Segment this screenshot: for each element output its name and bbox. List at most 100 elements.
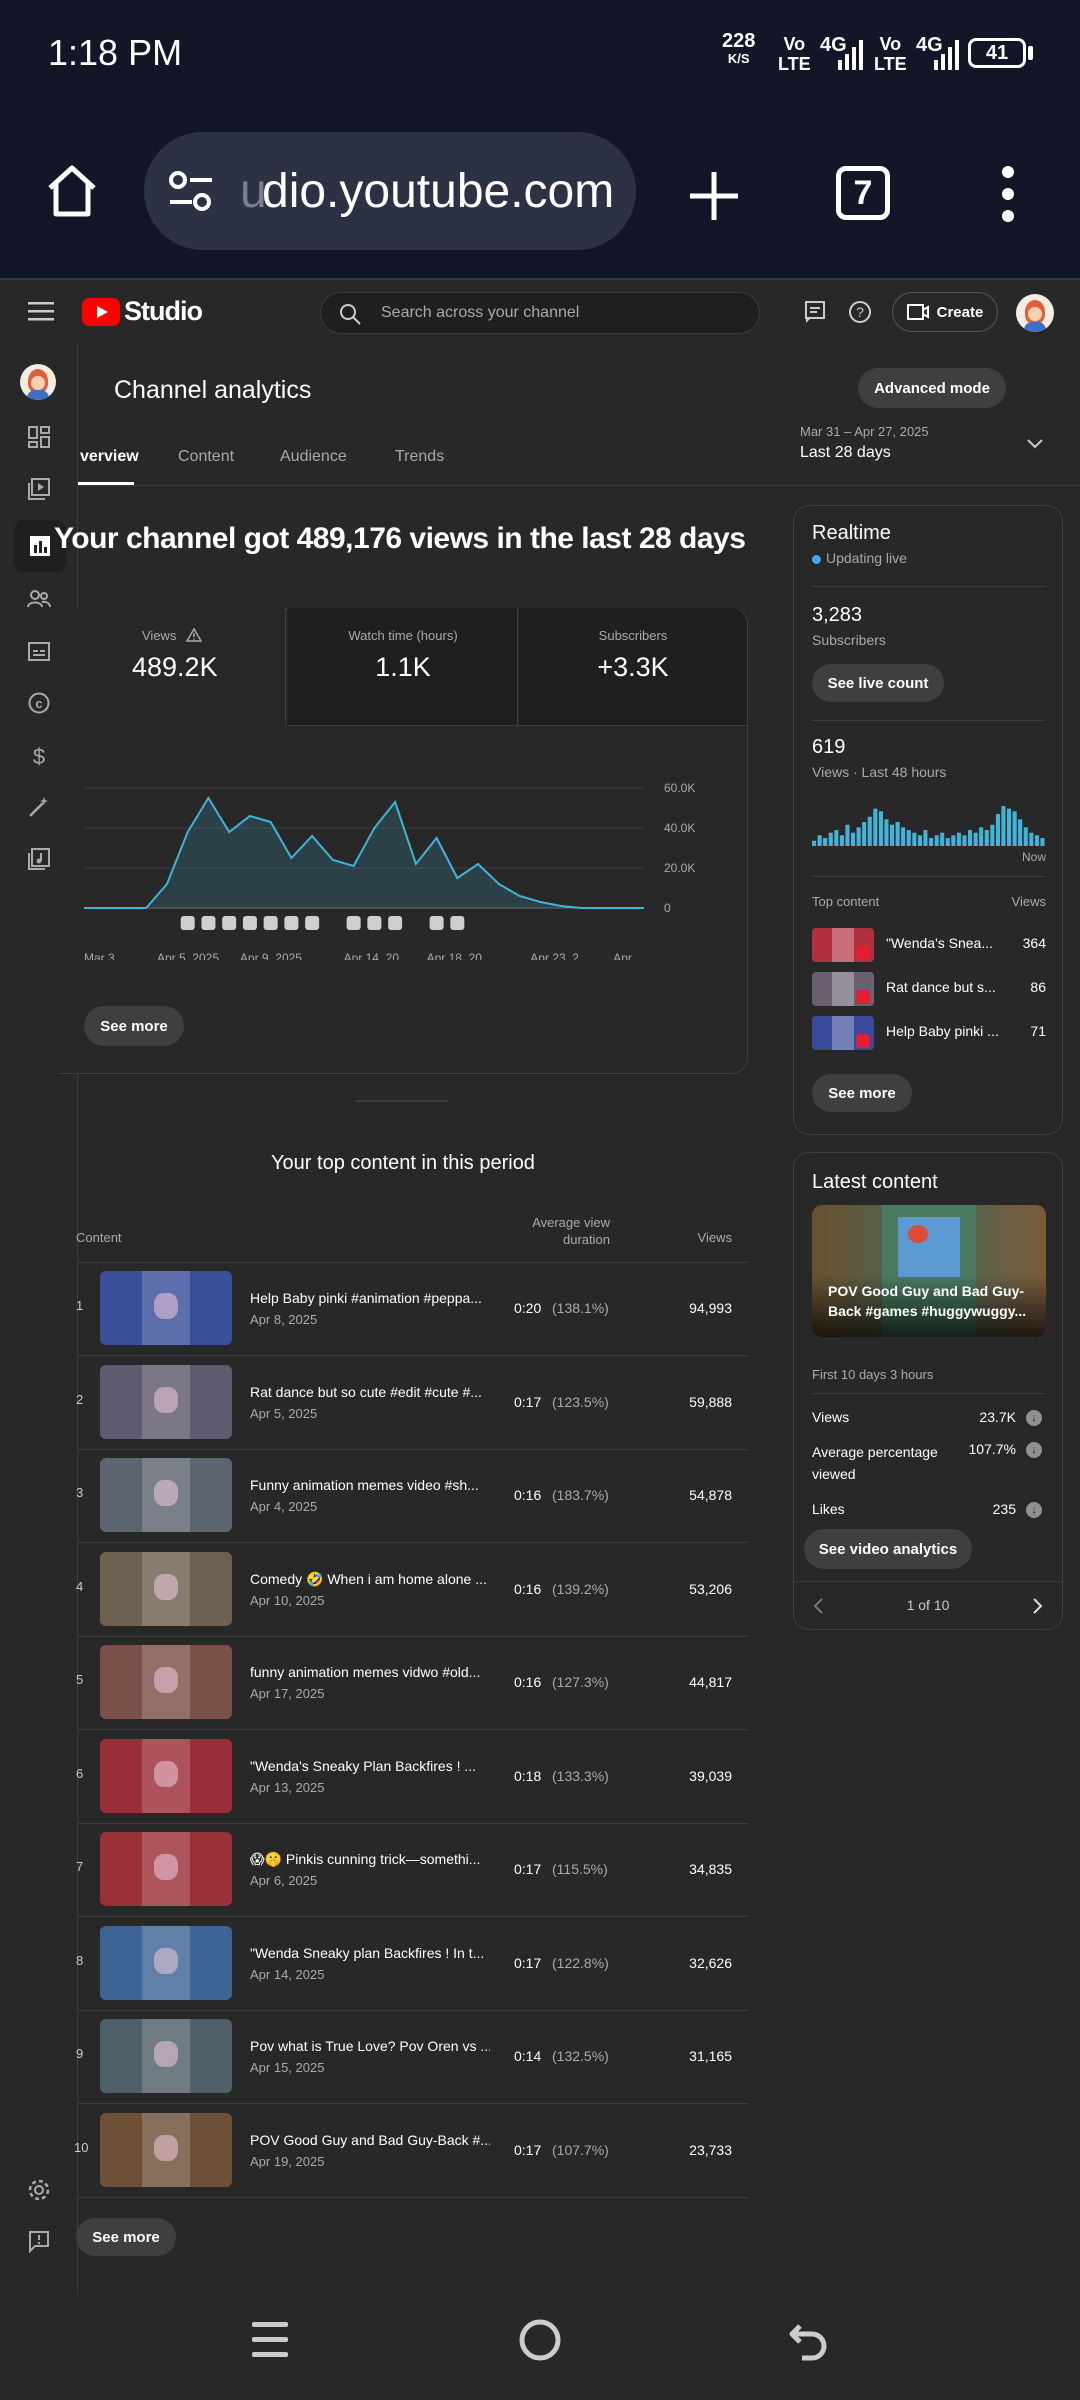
upload-marker-icon[interactable] — [222, 916, 237, 930]
table-row[interactable]: 8 "Wenda Sneaky plan Backfires ! In t...… — [76, 1917, 748, 2010]
video-title[interactable]: "Wenda's Sneaky Plan Backfires ! ... — [250, 1757, 477, 1774]
studio-logo[interactable]: Studio — [82, 296, 203, 327]
video-views: 39,039 — [689, 1767, 732, 1784]
hamburger-menu-icon[interactable] — [28, 302, 54, 322]
video-thumbnail[interactable] — [100, 2112, 232, 2187]
upload-marker-icon[interactable] — [367, 916, 382, 930]
realtime-top-item[interactable]: "Wenda's Snea... 364 — [812, 926, 1046, 962]
chevron-left-icon[interactable] — [812, 1597, 824, 1615]
see-video-analytics-button[interactable]: See video analytics — [804, 1529, 972, 1569]
upload-marker-icon[interactable] — [263, 916, 278, 930]
top-content-see-more-button[interactable]: See more — [76, 2218, 176, 2256]
video-thumbnail[interactable] — [100, 1458, 232, 1532]
table-row[interactable]: 5 funny animation memes vidwo #old... Ap… — [76, 1636, 748, 1729]
video-thumbnail[interactable] — [100, 1271, 232, 1345]
search-box[interactable]: Search across your channel — [320, 292, 760, 334]
latest-thumbnail[interactable]: POV Good Guy and Bad Guy-Back #games #hu… — [812, 1205, 1046, 1337]
community-icon[interactable] — [27, 588, 51, 610]
settings-icon[interactable] — [27, 2178, 51, 2202]
create-button[interactable]: Create — [892, 292, 998, 332]
table-row[interactable]: 10 POV Good Guy and Bad Guy-Back #... Ap… — [74, 2104, 748, 2197]
upload-marker-icon[interactable] — [305, 916, 320, 930]
home-icon[interactable] — [42, 160, 102, 220]
upload-marker-icon[interactable] — [450, 916, 465, 930]
video-thumbnail[interactable] — [100, 1364, 232, 1439]
realtime-see-more-button[interactable]: See more — [812, 1074, 912, 1112]
copyright-icon[interactable]: c — [28, 692, 50, 714]
chart-see-more-button[interactable]: See more — [84, 1006, 184, 1046]
video-thumbnail[interactable] — [100, 2019, 232, 2093]
feedback-icon[interactable] — [804, 300, 828, 324]
advanced-mode-button[interactable]: Advanced mode — [858, 368, 1006, 408]
video-thumbnail[interactable] — [100, 1832, 232, 1906]
table-row[interactable]: 1 Help Baby pinki #animation #peppa... A… — [76, 1262, 748, 1355]
table-row[interactable]: 6 "Wenda's Sneaky Plan Backfires ! ... A… — [76, 1730, 748, 1823]
table-row[interactable]: 2 Rat dance but so cute #edit #cute #...… — [76, 1356, 748, 1449]
tab-audience[interactable]: Audience — [280, 448, 347, 465]
help-icon[interactable]: ? — [848, 300, 872, 324]
video-thumbnail[interactable] — [100, 1738, 232, 1813]
video-title[interactable]: Help Baby pinki #animation #peppa... — [250, 1290, 482, 1306]
video-title[interactable]: 😱🤫 Pinkis cunning trick—somethi... — [250, 1851, 481, 1867]
table-row[interactable]: 7 😱🤫 Pinkis cunning trick—somethi... Apr… — [76, 1823, 748, 1916]
address-bar[interactable]: u dio.youtube.com — [144, 132, 636, 250]
table-row[interactable]: 3 Funny animation memes video #sh... Apr… — [76, 1449, 748, 1542]
realtime-top-item[interactable]: Help Baby pinki ... 71 — [812, 1014, 1046, 1050]
upload-marker-icon[interactable] — [388, 916, 403, 930]
video-title[interactable]: POV Good Guy and Bad Guy-Back #... — [250, 2131, 490, 2148]
table-row[interactable]: 4 Comedy 🤣 When i am home alone ... Apr … — [76, 1543, 748, 1636]
metric-tab-views[interactable]: Views 489.2K — [58, 608, 286, 726]
new-tab-icon[interactable] — [688, 170, 740, 222]
svg-text:$: $ — [33, 744, 45, 768]
upload-marker-icon[interactable] — [180, 916, 195, 930]
item-views: 71 — [1030, 1023, 1046, 1039]
upload-marker-icon[interactable] — [201, 916, 216, 930]
see-live-count-button[interactable]: See live count — [812, 664, 944, 702]
back-icon[interactable] — [786, 2318, 830, 2362]
realtime-top-item[interactable]: Rat dance but s... 86 — [812, 970, 1046, 1006]
tab-trends[interactable]: Trends — [395, 448, 445, 465]
upload-marker-icon[interactable] — [284, 916, 299, 930]
video-thumbnail[interactable] — [100, 1645, 232, 1719]
table-row[interactable]: 9 Pov what is True Love? Pov Oren vs ...… — [76, 2010, 748, 2103]
customization-icon[interactable] — [28, 796, 50, 818]
upload-marker-icon[interactable] — [346, 916, 361, 930]
col-header-avd: Average view duration — [532, 1215, 610, 1247]
video-title[interactable]: Funny animation memes video #sh... — [250, 1477, 479, 1493]
more-menu-icon[interactable] — [996, 164, 1020, 224]
row-rank: 6 — [76, 1765, 84, 1781]
avg-view-duration: 0:17 — [514, 1393, 542, 1410]
video-title[interactable]: Comedy 🤣 When i am home alone ... — [250, 1570, 487, 1587]
date-range-picker[interactable]: Mar 31 – Apr 27, 2025 Last 28 days — [800, 420, 1070, 472]
row-divider — [78, 1822, 748, 1824]
analytics-nav-active[interactable] — [14, 520, 66, 572]
dashboard-icon[interactable] — [28, 426, 50, 448]
send-feedback-icon[interactable] — [28, 2230, 50, 2254]
tab-content[interactable]: Content — [178, 448, 235, 465]
video-thumbnail[interactable] — [100, 1925, 232, 2000]
video-title[interactable]: "Wenda Sneaky plan Backfires ! In t... — [250, 1944, 485, 1961]
subtitles-icon[interactable] — [28, 642, 50, 662]
content-icon[interactable] — [28, 478, 50, 500]
realtime-bar — [962, 835, 967, 846]
tab-switcher-button[interactable]: 7 — [836, 166, 890, 220]
audio-library-icon[interactable] — [28, 848, 50, 870]
tab-overview[interactable]: verview — [80, 448, 139, 465]
video-title[interactable]: funny animation memes vidwo #old... — [250, 1664, 481, 1680]
upload-marker-icon[interactable] — [242, 916, 257, 930]
realtime-card: Realtime Updating live 3,283 Subscribers… — [793, 505, 1063, 1135]
metric-tab-watch-time[interactable]: Watch time (hours) 1.1K — [288, 608, 518, 726]
chevron-right-icon[interactable] — [1032, 1597, 1044, 1615]
account-avatar[interactable] — [1016, 294, 1054, 332]
video-title[interactable]: Pov what is True Love? Pov Oren vs ... — [250, 2038, 490, 2054]
earn-icon[interactable]: $ — [28, 744, 50, 768]
video-thumbnail[interactable] — [100, 1551, 232, 1626]
metric-tab-subscribers[interactable]: Subscribers +3.3K — [519, 608, 747, 726]
video-title[interactable]: Rat dance but so cute #edit #cute #... — [250, 1383, 482, 1400]
recent-apps-icon[interactable] — [250, 2318, 290, 2362]
upload-marker-icon[interactable] — [429, 916, 444, 930]
site-settings-icon[interactable] — [168, 170, 214, 214]
home-button-icon[interactable] — [518, 2318, 562, 2362]
channel-avatar[interactable] — [20, 364, 56, 400]
realtime-bar — [856, 827, 861, 846]
